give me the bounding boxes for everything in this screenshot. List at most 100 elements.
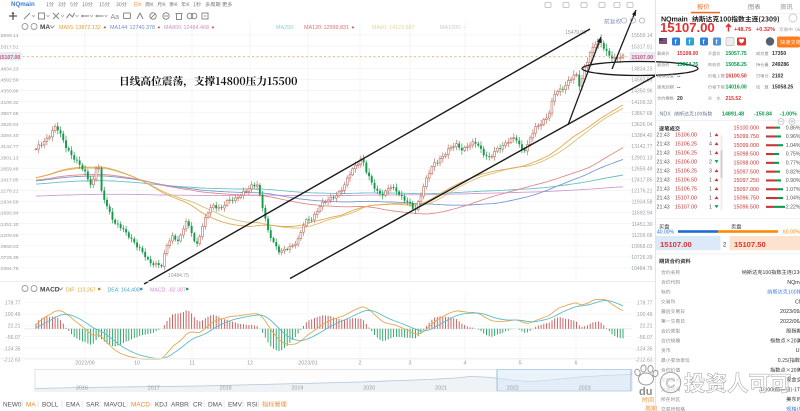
svg-text:15054.25: 15054.25 [677,62,698,68]
svg-text:15106.25: 15106.25 [675,142,697,148]
svg-text:2023/09/15: 2023/09/15 [780,309,800,315]
svg-text:-134.35: -134.35 [635,346,652,352]
svg-text:10968.03: 10968.03 [631,244,652,250]
svg-text:12659.49: 12659.49 [631,166,652,172]
svg-text:12659.49: 12659.49 [0,166,19,172]
svg-text:1: 1 [709,178,712,184]
svg-text:14592.59: 14592.59 [631,78,652,84]
svg-text:-56.07: -56.07 [638,335,653,341]
svg-text:NQmain: NQmain [661,15,688,24]
svg-text:MA250:: MA250: [276,25,295,31]
svg-text:12901.13: 12901.13 [631,155,652,161]
svg-text:15106.25: 15106.25 [675,151,697,157]
svg-text:21:43: 21:43 [657,187,670,193]
svg-text:2016: 2016 [76,386,88,392]
svg-text:15098.000: 15098.000 [734,161,759,167]
svg-text:11692.94: 11692.94 [632,211,653,217]
svg-text:60.00%: 60.00% [783,230,800,236]
svg-text:1: 1 [709,151,712,157]
svg-text:MA55:: MA55: [59,25,75,31]
svg-text:NQmain: NQmain [11,1,35,8]
svg-text:13626.04: 13626.04 [631,122,652,128]
svg-text:2022/09: 2022/09 [75,361,95,367]
svg-text:2.22%: 2.22% [786,205,800,211]
svg-text:EMA: EMA [66,402,81,409]
svg-text:15106.25: 15106.25 [675,169,697,175]
svg-text:14109.32: 14109.32 [0,100,19,106]
svg-text:2023: 2023 [579,386,591,392]
svg-text:f: f [689,40,692,46]
svg-text:14016.00: 14016.00 [726,85,747,91]
svg-text:178.77: 178.77 [5,301,21,307]
svg-text:f: f [716,40,719,46]
svg-text:DIF: 113.267: DIF: 113.267 [66,288,96,294]
svg-text:0.90%: 0.90% [786,178,800,184]
svg-text:15058.25: 15058.25 [726,62,747,68]
svg-text:-212.63: -212.63 [635,358,652,364]
svg-text:1: 1 [709,205,712,211]
svg-text:15317.51: 15317.51 [631,44,652,50]
svg-text:4: 4 [464,361,467,367]
svg-text:+0.32%: +0.32% [756,27,775,33]
svg-text:15559.14: 15559.14 [0,33,19,39]
svg-text:13384.40: 13384.40 [631,133,652,139]
svg-text:15106.50: 15106.50 [675,178,697,184]
svg-text:2017: 2017 [148,386,160,392]
svg-text:--: -- [677,73,681,79]
svg-text:12176.21: 12176.21 [0,189,19,195]
svg-text:2022/06/17: 2022/06/17 [780,319,800,325]
svg-text:0.77%: 0.77% [786,161,800,167]
svg-text:10726.39: 10726.39 [0,255,19,261]
svg-text:14350.96: 14350.96 [631,89,652,95]
svg-text:10968.03: 10968.03 [0,244,19,250]
svg-text:12417.85: 12417.85 [631,177,652,183]
svg-text:15107.50: 15107.50 [734,240,766,249]
svg-text:14891.48: 14891.48 [722,112,744,118]
svg-text:21:43: 21:43 [657,151,670,157]
svg-text:12999.831: 12999.831 [324,25,349,31]
svg-text:13867.68: 13867.68 [631,111,652,117]
svg-text:15099.750: 15099.750 [734,134,759,140]
svg-text:0.75%: 0.75% [786,152,800,158]
svg-text:215.52: 215.52 [726,96,742,102]
svg-text:2023/01: 2023/01 [298,361,318,367]
svg-text:15106.00: 15106.00 [675,160,697,166]
svg-text:1.04%: 1.04% [786,143,800,149]
svg-text:2: 2 [709,160,712,166]
svg-text:15100.000: 15100.000 [734,125,759,131]
svg-text:C: C [666,376,675,391]
svg-text:15057.75: 15057.75 [726,51,747,57]
svg-text:17350: 17350 [772,51,786,57]
svg-text:11934.58: 11934.58 [632,200,653,206]
svg-text:MAVOL: MAVOL [104,402,126,409]
svg-text:11209.66: 11209.66 [632,233,653,239]
svg-text:NEW0: NEW0 [3,402,22,409]
svg-text:16100.50: 16100.50 [726,73,747,79]
svg-text:14109.32: 14109.32 [631,100,652,106]
svg-text:12: 12 [247,361,253,367]
svg-text:11692.94: 11692.94 [0,211,19,217]
svg-text:13384.40: 13384.40 [0,133,19,139]
svg-text:MA120:: MA120: [304,25,323,31]
svg-text:10484.75: 10484.75 [631,266,652,272]
svg-text:EMV: EMV [228,402,243,409]
svg-text:13142.77: 13142.77 [0,144,19,150]
svg-text:14834.23: 14834.23 [631,67,652,73]
svg-text:3: 3 [409,361,412,367]
svg-text:MA144:: MA144: [110,25,129,31]
svg-text:2021: 2021 [435,386,447,392]
svg-text:249286: 249286 [772,62,789,68]
svg-text:15106.75: 15106.75 [675,187,697,193]
svg-text:12176.21: 12176.21 [631,189,652,195]
svg-text:15107.00: 15107.00 [675,205,697,211]
svg-text:11: 11 [189,361,195,367]
svg-text:DEA: 164.408: DEA: 164.408 [108,288,140,294]
svg-text:-134.35: -134.35 [3,346,20,352]
svg-text:-212.63: -212.63 [3,358,20,364]
svg-text:15107.00: 15107.00 [660,240,692,249]
svg-text:12901.13: 12901.13 [0,155,19,161]
svg-text:USD: USD [796,348,800,354]
svg-text:2020: 2020 [363,386,375,392]
svg-text:2: 2 [723,243,727,249]
svg-text:-56.07: -56.07 [6,335,21,341]
